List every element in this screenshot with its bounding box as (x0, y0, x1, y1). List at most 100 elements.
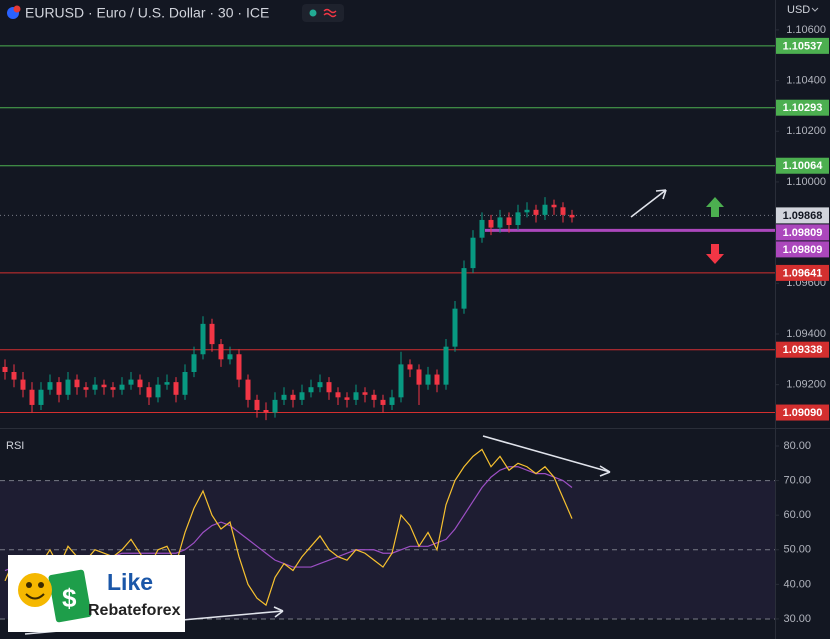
candle-body (11, 371, 17, 380)
candle-body (119, 384, 125, 390)
candle-body (182, 371, 188, 395)
rsi-title: RSI (6, 440, 24, 452)
up-arrow-icon (706, 197, 724, 217)
candle-body (344, 397, 350, 400)
y-tick-label: 70.00 (783, 474, 811, 486)
price-label-box (776, 224, 829, 241)
candle-body (218, 344, 224, 360)
candle-body (38, 389, 44, 405)
logo-face (18, 573, 52, 607)
candle-body (74, 379, 80, 388)
candle-body (173, 382, 179, 395)
candle-body (497, 217, 503, 228)
y-tick-label: 30.00 (783, 613, 811, 625)
candle-body (470, 237, 476, 269)
price-label-box (776, 207, 829, 224)
price-pane (0, 45, 775, 421)
candle-body (101, 384, 107, 388)
candle-body (371, 394, 377, 400)
candle-body (461, 268, 467, 309)
price-label-box (776, 241, 829, 258)
y-tick-label: 1.10000 (786, 176, 826, 188)
price-label: 1.10293 (783, 102, 823, 114)
candle-body (290, 394, 296, 400)
candle-body (551, 204, 557, 208)
y-tick-label: 1.10600 (786, 24, 826, 36)
market-open-dot (309, 9, 317, 17)
candle-body (56, 382, 62, 395)
candle-body (137, 379, 143, 388)
candle-body (524, 209, 530, 213)
y-tick-label: 60.00 (783, 509, 811, 521)
y-tick-label: 1.10400 (786, 74, 826, 86)
candle-body (362, 392, 368, 395)
candle-body (272, 399, 278, 413)
candle-body (434, 374, 440, 385)
trend-arrow (630, 189, 667, 218)
candle-body (380, 399, 386, 405)
rsi-line (4, 448, 573, 607)
candle-body (452, 308, 458, 347)
logo-text: Like (107, 569, 153, 595)
dropdown-icon (811, 7, 819, 12)
logo-text: Rebateforex (88, 602, 181, 619)
candle-body (569, 214, 575, 218)
candle-body (92, 384, 98, 390)
candle-body (407, 364, 413, 370)
candle-body (479, 219, 485, 238)
price-label-box (776, 341, 829, 358)
price-label: 1.09809 (783, 244, 823, 256)
candle-body (20, 379, 26, 390)
currency-label[interactable]: USD (787, 4, 810, 16)
candle-body (164, 382, 170, 385)
down-arrow-icon (706, 244, 724, 264)
candle-body (209, 323, 215, 345)
chart-title[interactable]: EURUSD · Euro / U.S. Dollar · 30 · ICE (25, 5, 269, 21)
y-tick-label: 1.09200 (786, 379, 826, 391)
price-label-box (776, 157, 829, 174)
candle-body (398, 364, 404, 398)
candle-body (560, 207, 566, 215)
logo-dollar: $ (62, 583, 77, 613)
logo-smile (25, 593, 45, 600)
candle-body (29, 389, 35, 405)
symbol-icon (13, 5, 21, 13)
price-label-box (776, 99, 829, 116)
candle-body (533, 209, 539, 215)
y-tick-label: 1.09400 (786, 328, 826, 340)
candle-body (308, 387, 314, 393)
price-axis: 1.106001.104001.102001.100001.096001.094… (775, 24, 829, 625)
candle-body (2, 366, 8, 372)
candle-body (281, 394, 287, 400)
candle-body (110, 387, 116, 390)
price-label: 1.09090 (783, 407, 823, 419)
candle-body (542, 204, 548, 215)
candle-body (200, 323, 206, 355)
price-label: 1.10064 (783, 160, 824, 172)
price-label: 1.09809 (783, 227, 823, 239)
candle-body (326, 382, 332, 393)
candle-body (245, 379, 251, 400)
candle-body (128, 379, 134, 385)
price-label-box (776, 264, 829, 281)
candle-body (335, 392, 341, 398)
candle-body (146, 387, 152, 398)
delay-icon (323, 8, 337, 18)
candle-body (488, 219, 494, 228)
candle-body (227, 354, 233, 360)
y-tick-label: 40.00 (783, 578, 811, 590)
divergence-arrow (482, 435, 611, 477)
candle-body (443, 346, 449, 385)
price-label-box (776, 37, 829, 54)
candle-body (236, 354, 242, 380)
candle-body (254, 399, 260, 411)
logo-eye (38, 582, 44, 588)
candle-body (425, 374, 431, 385)
candle-body (353, 392, 359, 400)
price-label: 1.09338 (783, 344, 823, 356)
price-label: 1.10537 (783, 40, 823, 52)
candle-body (416, 369, 422, 385)
candle-body (47, 382, 53, 390)
status-pill[interactable] (302, 4, 344, 22)
